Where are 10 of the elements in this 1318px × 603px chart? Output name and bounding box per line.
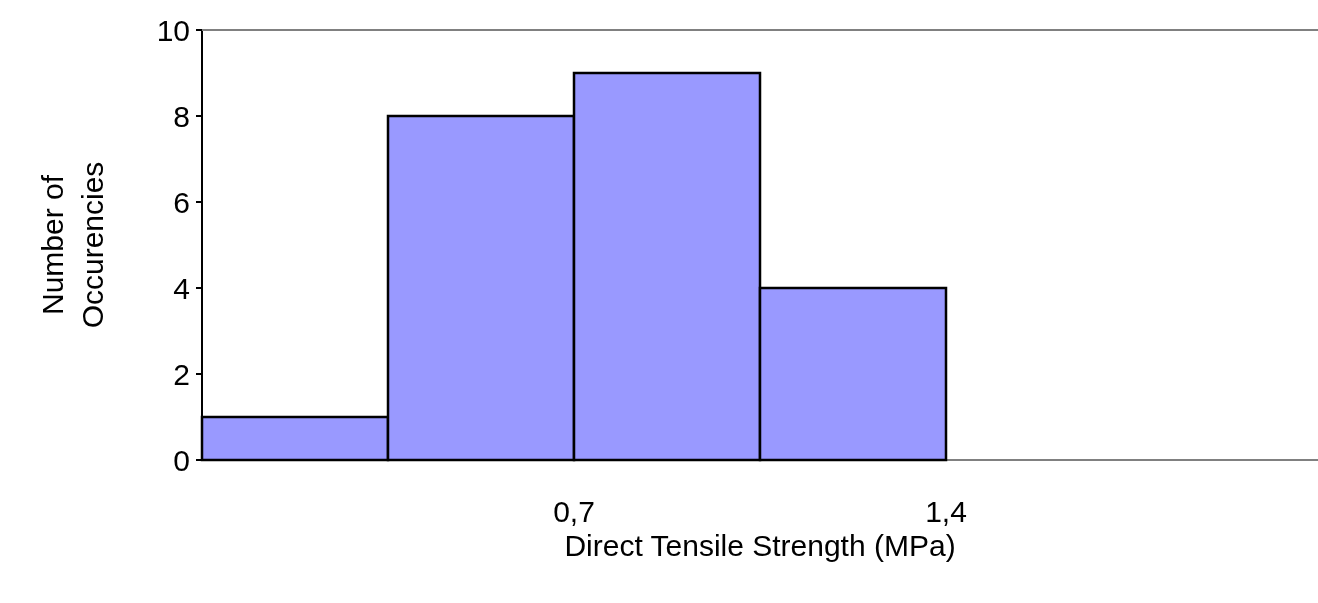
x-tick-label: 0,7 bbox=[553, 494, 595, 528]
x-tick-label: 1,4 bbox=[925, 494, 967, 528]
y-tick-label: 4 bbox=[173, 271, 190, 305]
y-tick-label: 6 bbox=[173, 185, 190, 219]
y-tick-label: 8 bbox=[173, 99, 190, 133]
y-tick-label: 2 bbox=[173, 357, 190, 391]
y-tick-label: 10 bbox=[156, 13, 190, 47]
x-axis-title: Direct Tensile Strength (MPa) bbox=[564, 529, 956, 563]
y-tick-label: 0 bbox=[173, 443, 190, 477]
y-axis-title: Number of Occurencies bbox=[35, 161, 109, 329]
